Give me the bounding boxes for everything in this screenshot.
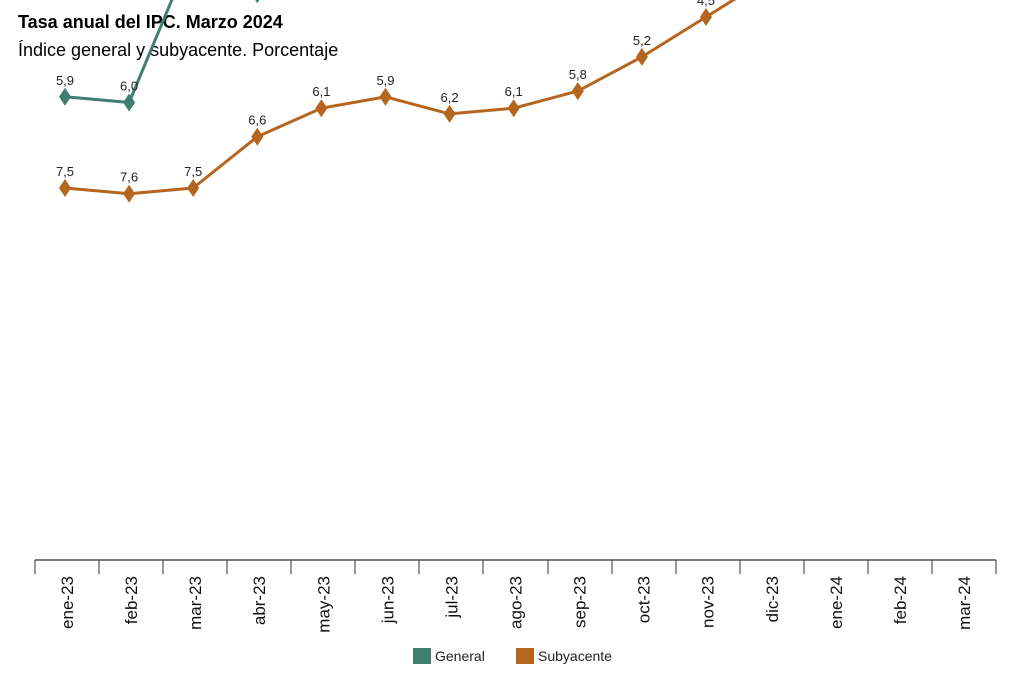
data-point-marker <box>443 104 456 123</box>
x-tick-label: mar-23 <box>186 576 205 630</box>
data-point-marker <box>123 93 136 112</box>
legend-label-general: General <box>435 648 485 664</box>
data-point-marker <box>507 99 520 118</box>
data-point-marker <box>700 8 712 26</box>
x-tick-label: dic-23 <box>763 576 782 622</box>
data-point-marker <box>251 127 264 146</box>
data-point-marker <box>59 179 71 197</box>
data-point-marker <box>571 82 584 101</box>
data-point-marker <box>123 184 136 203</box>
chart-title: Tasa anual del IPC. Marzo 2024 <box>18 12 283 32</box>
data-point-marker <box>255 0 260 4</box>
data-point-marker <box>59 87 71 106</box>
x-tick-label: feb-23 <box>122 576 141 624</box>
data-label: 5,9 <box>56 73 74 88</box>
x-tick-label: jun-23 <box>378 576 397 624</box>
x-tick-label: abr-23 <box>250 576 269 625</box>
data-label: 4,5 <box>697 0 715 8</box>
data-label: 6,1 <box>505 84 523 99</box>
x-tick-label: nov-23 <box>699 576 718 628</box>
chart-subtitle: Índice general y subyacente. Porcentaje <box>18 40 339 60</box>
x-tick-label: may-23 <box>314 576 333 633</box>
x-tick-label: ene-24 <box>827 576 846 629</box>
data-point-marker <box>187 179 200 197</box>
legend-swatch-general <box>413 648 431 664</box>
x-tick-label: feb-24 <box>891 576 910 624</box>
x-tick-label: ene-23 <box>58 576 77 629</box>
data-label: 6,2 <box>441 90 459 105</box>
data-label: 5,9 <box>376 73 394 88</box>
data-point-marker <box>379 87 392 106</box>
x-tick-label: sep-23 <box>571 576 590 628</box>
legend-label-subyacente: Subyacente <box>538 648 612 664</box>
x-tick-label: mar-24 <box>955 576 974 630</box>
data-label: 6,0 <box>120 79 138 94</box>
data-label: 7,5 <box>56 164 74 179</box>
x-tick-label: jul-23 <box>442 576 461 619</box>
data-label: 6,1 <box>312 84 330 99</box>
data-label: 7,5 <box>184 164 202 179</box>
data-label: 7,6 <box>120 170 138 185</box>
data-label: 6,6 <box>248 113 266 128</box>
data-label: 5,8 <box>569 67 587 82</box>
data-point-marker <box>315 99 328 118</box>
x-tick-label: oct-23 <box>635 576 654 623</box>
data-point-marker <box>635 47 648 66</box>
data-label: 5,2 <box>633 33 651 48</box>
x-tick-label: ago-23 <box>507 576 526 629</box>
legend-swatch-subyacente <box>516 648 534 664</box>
